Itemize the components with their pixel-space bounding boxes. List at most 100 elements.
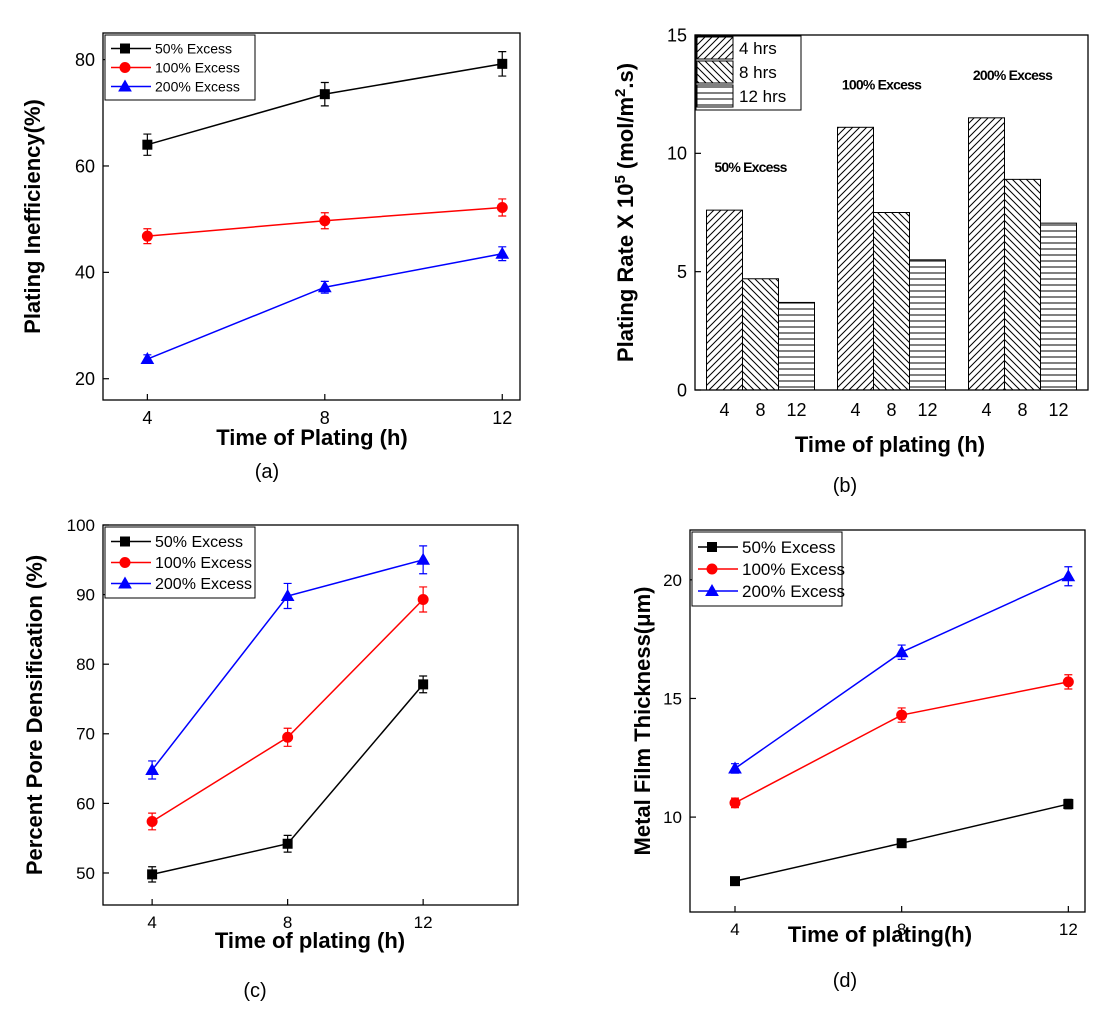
caption: (a): [255, 461, 279, 483]
x-tick-label: 12: [1059, 920, 1078, 939]
x-tick-label: 4: [730, 920, 739, 939]
y-tick-label: 20: [663, 571, 682, 590]
series-line: [734, 681, 1069, 804]
plot-frame: [102, 32, 521, 401]
legend-label: 200% Excess: [155, 78, 240, 94]
marker: [282, 838, 293, 849]
x-tick-label: 4: [981, 400, 991, 420]
subplot: 50 60 70 80 90 100 Time of plating (h) Percent …: [22, 516, 519, 1002]
y-tick-label: 80: [76, 655, 95, 674]
caption: (b): [833, 475, 857, 497]
marker: [319, 89, 330, 100]
x-tick-label: 4: [850, 400, 860, 420]
subplot: 0 5 10 15 Time of plating (h) Plating Rate X …: [612, 25, 1089, 497]
subplot: 20 40 60 80 Time of Plating (h) Plating Ineff…: [20, 32, 521, 483]
y-tick-label: 90: [76, 586, 95, 605]
y-axis-label-part: 5: [612, 175, 629, 183]
y-tick-label: 0: [677, 380, 687, 400]
legend-swatch: [696, 36, 734, 60]
x-axis-label: Time of plating(h): [788, 922, 972, 947]
legend-label: 100% Excess: [155, 59, 240, 75]
marker: [319, 215, 331, 227]
bar: [742, 278, 779, 391]
legend-label: 50% Excess: [155, 40, 232, 56]
marker: [418, 679, 429, 690]
x-tick-label: 4: [142, 408, 152, 428]
x-tick-label: 8: [320, 408, 330, 428]
y-tick-label: 10: [667, 144, 687, 164]
y-tick-label: 15: [663, 689, 682, 708]
y-tick-label: 70: [76, 725, 95, 744]
caption: (c): [243, 980, 266, 1002]
subplot: 10 15 20 Time of plating(h) Metal Film Thick…: [630, 529, 1086, 992]
bar: [706, 209, 743, 391]
x-axis-label: Time of plating (h): [215, 928, 405, 953]
marker: [896, 709, 908, 721]
legend-label: 50% Excess: [155, 534, 243, 551]
legend-label: 8 hrs: [739, 63, 777, 82]
y-axis-label-part: Plating Rate X 10: [613, 184, 638, 363]
x-axis-label: Time of Plating (h): [216, 425, 407, 450]
marker: [1063, 799, 1074, 810]
x-tick-label: 12: [1048, 400, 1068, 420]
plot-frame: [102, 524, 519, 906]
x-tick-label: 8: [1017, 400, 1027, 420]
y-tick-label: 50: [76, 864, 95, 883]
marker: [280, 588, 295, 601]
y-tick-label: 60: [76, 794, 95, 813]
marker: [894, 645, 909, 658]
group-label: 50% Excess: [714, 159, 787, 175]
marker: [728, 761, 742, 774]
y-axis-label-part: (mol/m: [613, 97, 638, 175]
y-tick-label: 5: [677, 262, 687, 282]
legend-label: 200% Excess: [742, 582, 845, 601]
y-tick-label: 80: [75, 50, 95, 70]
y-tick-label: 20: [75, 369, 95, 389]
series-line: [147, 252, 503, 360]
y-tick-label: 100: [67, 516, 95, 535]
marker: [1061, 569, 1076, 582]
marker: [118, 576, 132, 589]
group-label: 200% Excess: [973, 67, 1053, 83]
marker: [497, 58, 508, 69]
legend-label: 200% Excess: [155, 576, 252, 593]
x-tick-label: 4: [147, 913, 156, 932]
legend-label: 100% Excess: [155, 555, 252, 572]
marker: [707, 542, 717, 552]
legend-label: 100% Excess: [742, 560, 845, 579]
marker: [120, 43, 130, 54]
x-tick-label: 8: [283, 913, 292, 932]
marker: [705, 583, 719, 596]
marker: [730, 876, 740, 887]
marker: [417, 593, 429, 605]
series-line: [151, 598, 424, 823]
y-tick-label: 60: [75, 156, 95, 176]
y-tick-label: 40: [75, 263, 95, 283]
marker: [141, 230, 153, 242]
group-label: 100% Excess: [842, 76, 922, 92]
legend-swatch: [696, 60, 734, 84]
marker: [1062, 676, 1074, 688]
y-axis-label: Plating Rate X 105 (mol/m2.s): [612, 63, 639, 362]
y-axis-label-part: .s): [613, 63, 638, 89]
x-tick-label: 12: [414, 913, 433, 932]
marker: [706, 563, 718, 575]
marker: [282, 731, 294, 743]
bar: [778, 301, 815, 391]
marker: [142, 139, 153, 150]
marker: [495, 246, 510, 259]
legend-label: 50% Excess: [742, 538, 836, 557]
legend-swatch: [696, 84, 734, 108]
x-tick-label: 8: [886, 400, 896, 420]
marker: [140, 352, 155, 365]
x-tick-label: 12: [786, 400, 806, 420]
x-tick-label: 4: [719, 400, 729, 420]
marker: [729, 797, 741, 809]
caption: (d): [833, 970, 857, 992]
x-axis-label: Time of plating (h): [795, 432, 985, 457]
legend-label: 12 hrs: [739, 87, 786, 106]
plot-frame: [694, 34, 1089, 391]
x-tick-label: 8: [755, 400, 765, 420]
y-axis-label: Metal Film Thickness(μm): [630, 587, 655, 856]
